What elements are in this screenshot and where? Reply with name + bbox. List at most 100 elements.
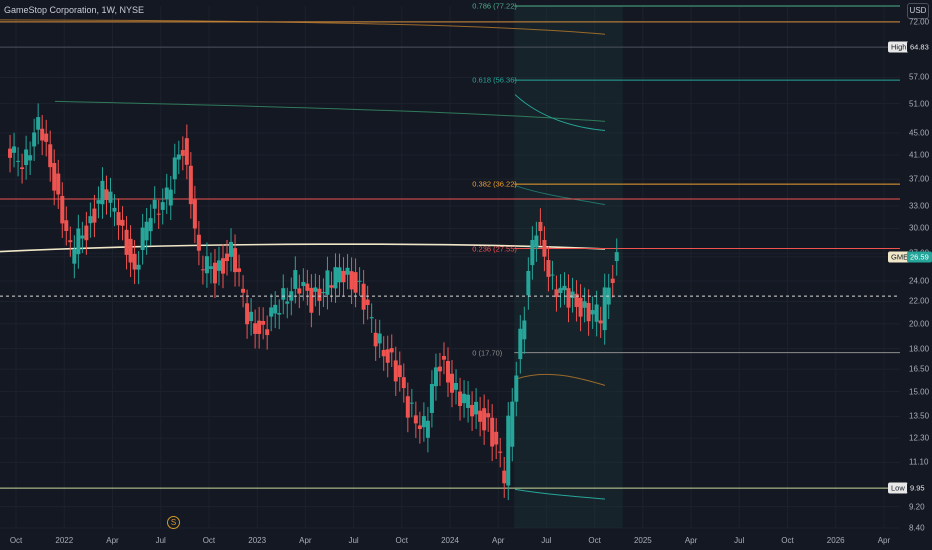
candle-body xyxy=(385,349,390,363)
candle-body xyxy=(257,320,262,334)
candle-body xyxy=(325,270,330,295)
candle-body xyxy=(534,235,539,248)
currency-button[interactable]: USD xyxy=(907,3,929,19)
candle-body xyxy=(582,301,587,308)
y-tick-label: 57.00 xyxy=(909,72,930,82)
candle-body xyxy=(458,391,463,407)
level-value: 26.59 xyxy=(907,251,932,263)
candle-body xyxy=(176,154,181,160)
candle-body xyxy=(538,221,543,232)
candle-body xyxy=(168,189,173,206)
candle-body xyxy=(112,207,117,212)
candle-body xyxy=(566,288,571,308)
candle-body xyxy=(550,274,555,276)
x-tick-label: Apr xyxy=(491,536,505,545)
candle-body xyxy=(345,267,350,275)
candle-body xyxy=(602,287,607,331)
y-tick-label: 45.00 xyxy=(909,128,930,138)
candle-body xyxy=(204,256,209,274)
candle-body xyxy=(160,202,165,210)
projection-zone xyxy=(514,6,623,528)
candle-body xyxy=(337,267,342,283)
candle-body xyxy=(72,248,77,264)
candles xyxy=(8,103,619,501)
candle-body xyxy=(466,394,471,408)
candle-body xyxy=(542,239,547,257)
candle-body xyxy=(393,360,398,382)
candle-body xyxy=(60,195,65,224)
candle-body xyxy=(482,408,487,431)
candle-body xyxy=(522,320,527,340)
candle-body xyxy=(144,221,149,241)
candle-body xyxy=(32,132,37,147)
candle-body xyxy=(200,269,205,271)
candle-body xyxy=(100,180,105,205)
candle-body xyxy=(554,289,559,298)
x-tick-label: 2026 xyxy=(826,536,845,545)
candle-body xyxy=(357,280,362,282)
x-tick-label: Jul xyxy=(155,536,166,545)
candle-body xyxy=(401,377,406,389)
candle-body xyxy=(329,285,334,288)
candle-body xyxy=(610,278,615,284)
x-tick-label: Oct xyxy=(9,536,23,545)
candle-body xyxy=(225,253,230,262)
dollar-circle-icon[interactable]: S xyxy=(167,516,180,529)
candle-body xyxy=(450,373,455,393)
candle-body xyxy=(253,323,258,334)
candle-body xyxy=(132,253,137,270)
y-tick-label: 37.00 xyxy=(909,174,930,184)
candle-body xyxy=(409,402,414,404)
candle-body xyxy=(381,349,386,357)
y-tick-label: 13.50 xyxy=(909,411,930,421)
candle-body xyxy=(377,333,382,344)
level-label: Low xyxy=(888,482,908,494)
band-line xyxy=(514,185,606,206)
candle-body xyxy=(429,383,434,413)
candle-body xyxy=(285,301,290,304)
y-tick-label: 51.00 xyxy=(909,99,930,109)
candle-body xyxy=(140,227,145,251)
x-tick-label: Oct xyxy=(781,536,794,545)
chart-title: GameStop Corporation, 1W, NYSE xyxy=(4,5,145,15)
candle-body xyxy=(269,307,274,317)
x-tick-label: Jul xyxy=(348,536,359,545)
candle-body xyxy=(502,470,507,484)
grid-lines xyxy=(0,6,900,529)
candle-body xyxy=(317,288,322,301)
candle-body xyxy=(196,234,201,251)
level-label: High xyxy=(888,41,910,53)
candle-body xyxy=(425,420,430,438)
candle-body xyxy=(281,288,286,300)
y-tick-label: 8.40 xyxy=(909,523,925,533)
candle-body xyxy=(562,285,567,291)
candle-body xyxy=(289,291,294,301)
candle-body xyxy=(369,317,374,319)
candle-body xyxy=(486,413,491,418)
x-tick-label: Apr xyxy=(684,536,698,545)
candle-body xyxy=(301,282,306,287)
candle-body xyxy=(40,128,45,141)
candle-body xyxy=(309,287,314,313)
candle-body xyxy=(518,328,523,360)
candle-body xyxy=(265,329,270,336)
candle-body xyxy=(297,288,302,294)
candle-body xyxy=(514,375,519,402)
band-line xyxy=(514,94,606,131)
candle-body xyxy=(152,199,157,209)
y-tick-label: 41.00 xyxy=(909,150,930,160)
candle-body xyxy=(574,293,579,307)
candle-body xyxy=(164,187,169,200)
candle-body xyxy=(48,144,53,168)
candle-body xyxy=(28,155,33,161)
candle-body xyxy=(249,311,254,322)
candle-body xyxy=(64,220,69,231)
candle-body xyxy=(192,199,197,229)
band-line xyxy=(514,488,606,500)
candle-body xyxy=(84,225,89,241)
candle-body xyxy=(498,451,503,453)
candle-body xyxy=(474,401,479,415)
candle-body xyxy=(216,260,221,271)
candle-body xyxy=(96,200,101,204)
